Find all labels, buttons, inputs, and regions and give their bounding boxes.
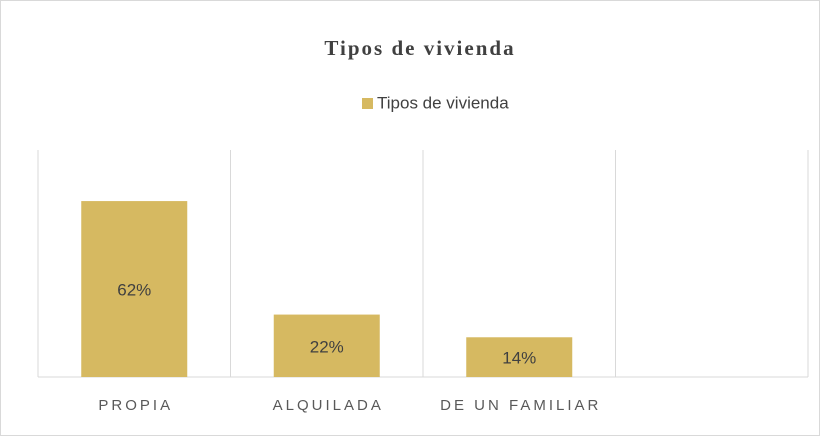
legend-swatch	[362, 98, 373, 109]
legend-label: Tipos de vivienda	[377, 93, 509, 112]
bar	[81, 201, 188, 377]
chart-title: Tipos de vivienda	[324, 36, 515, 60]
x-tick-label: DE UN FAMILIAR	[440, 397, 601, 414]
data-label: 22%	[310, 337, 344, 356]
bar	[466, 337, 573, 377]
bar	[273, 314, 380, 377]
x-tick-label: ALQUILADA	[273, 397, 384, 414]
data-label: 14%	[502, 349, 536, 368]
x-tick-label: PROPIA	[98, 397, 173, 414]
data-label: 62%	[117, 281, 151, 300]
